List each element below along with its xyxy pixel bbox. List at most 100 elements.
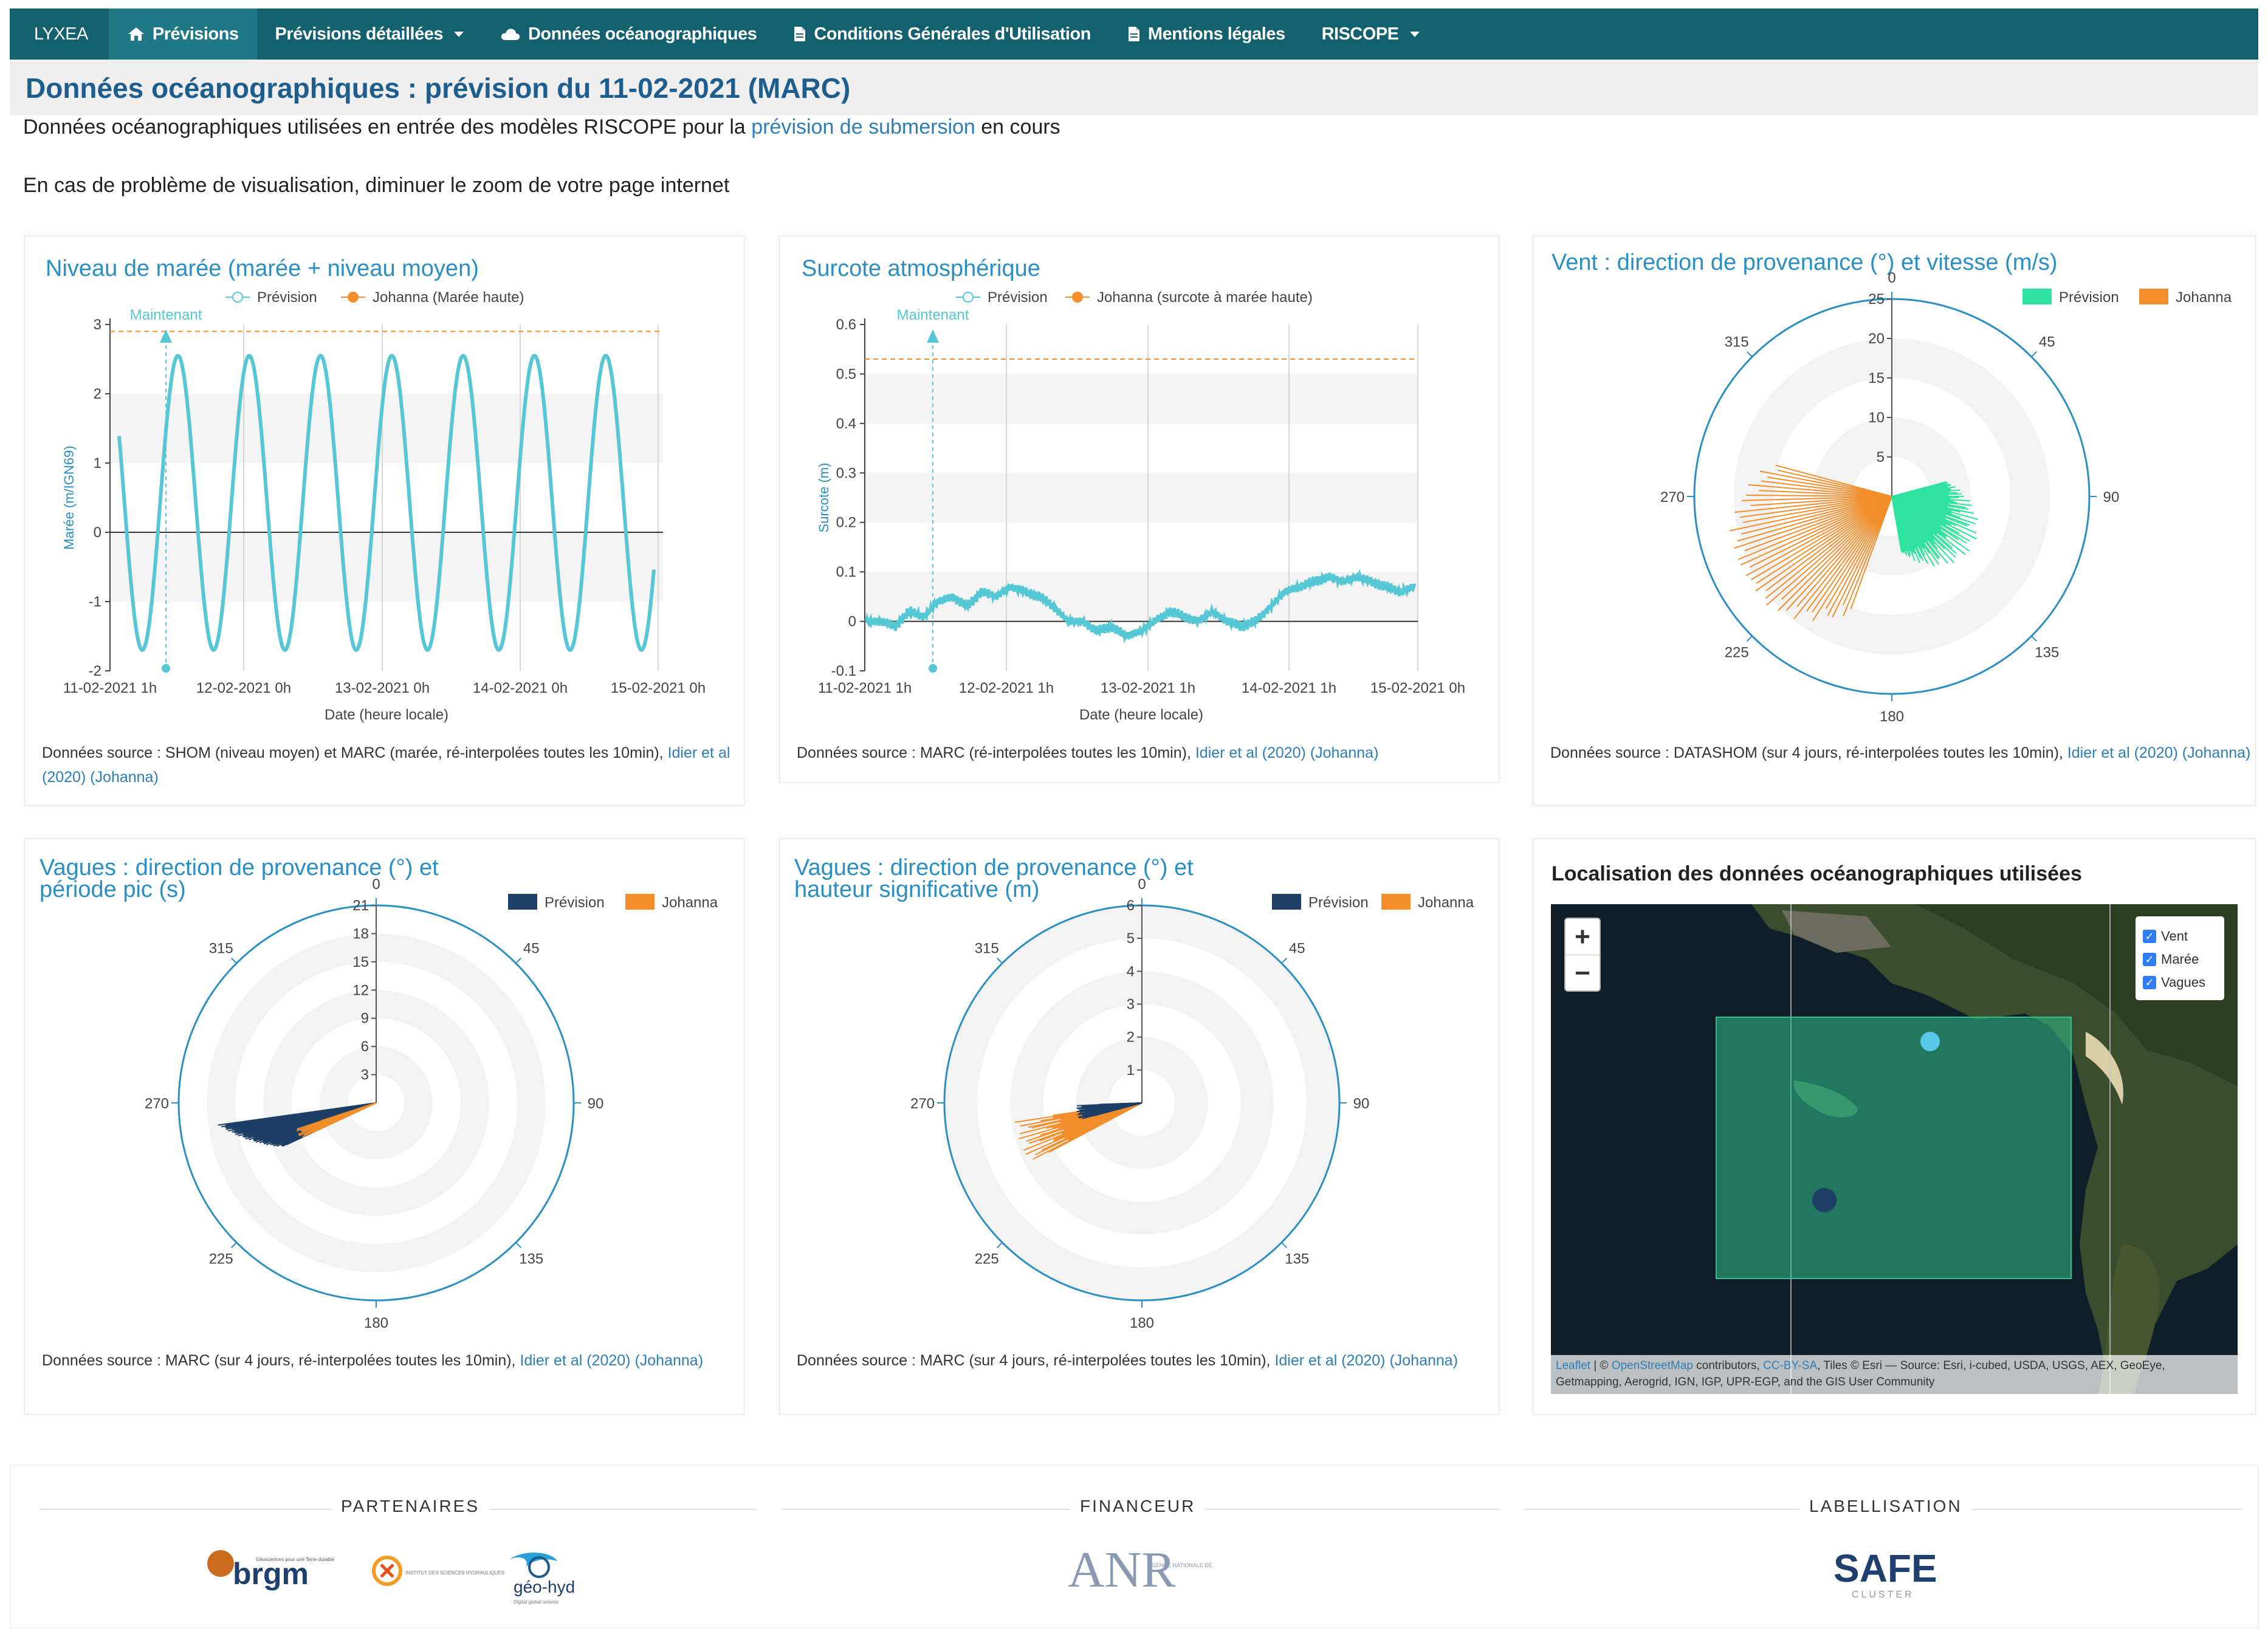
urban-area [1782,910,1891,953]
wind-johanna-legend-swatch [2139,289,2168,304]
partner-logos: brgm Géosciences pour une Terre durable … [207,1550,575,1605]
wind-johanna-ray [1756,496,1892,584]
osm-link[interactable]: OpenStreetMap [1611,1359,1693,1372]
wh-angle-label: 90 [1353,1096,1370,1112]
wh-angle-label: 135 [1285,1251,1309,1267]
surge-prev-legend-symbol [963,292,974,303]
zoom-note: En cas de problème de visualisation, dim… [23,174,730,197]
surge-now-arrow [927,329,939,343]
wp-forecast-ray [218,1102,377,1126]
surge-chart: 11-02-2021 1h 12-02-2021 1h 13-02-2021 1h 1… [816,289,1465,723]
surge-source-link[interactable]: Idier et al (2020) (Johanna) [1195,744,1379,761]
wind-johanna-ray [1734,496,1892,513]
institute-logo[interactable]: INSTITUT DES SCIENCES HYDRAULIQUES [372,1556,504,1586]
wind-johanna-ray [1825,496,1892,609]
nav-previsions-detaillees[interactable]: Prévisions détaillées [257,9,482,60]
tide-y-axis-label: Marée (m/IGN69) [61,445,77,549]
wh-radial-tick-label: 5 [1127,930,1135,947]
surge-source-text: Données source : MARC (ré-interpolées to… [797,744,1195,761]
nav-previsions-detaillees-label: Prévisions détaillées [275,24,444,44]
layer-control: ✓ Vent ✓ Marée ✓ Vagues [2136,916,2224,1000]
wave-height-source: Données source : MARC (sur 4 jours, ré-i… [797,1348,1502,1373]
wind-johanna-ray [1827,496,1892,616]
nav-mentions-legales[interactable]: Mentions légales [1109,9,1304,60]
prevision-submersion-link[interactable]: prévision de submersion [751,115,975,139]
wind-johanna-ray [1742,496,1892,501]
geo-hyd-logo-text: géo-hyd [514,1577,575,1596]
wind-johanna-ray [1741,496,1892,535]
wind-angle-tick [1746,636,1753,642]
surge-grid-band [865,374,1418,424]
tide-now-arrow [160,329,172,343]
geo-hyd-logo[interactable]: géo-hyd Digital global seismic [509,1553,575,1605]
wind-johanna-ray [1842,496,1892,606]
intro-after: en cours [975,115,1060,139]
nav-donnees-oceanographiques[interactable]: Données océanographiques [482,9,775,60]
brgm-logo[interactable]: brgm Géosciences pour une Terre durable [207,1550,335,1591]
wind-johanna-ray [1745,495,1892,497]
wind-source-link[interactable]: Idier et al (2020) (Johanna) [2067,744,2251,761]
tide-source-link[interactable]: Idier et al (2020) (Johanna) [42,744,730,786]
surge-prev-legend-label: Prévision [988,289,1048,306]
map-zoom-control: + − [1564,918,1601,992]
brgm-logo-text: brgm [233,1557,309,1591]
wp-radial-tick-label: 21 [352,897,369,914]
map-attribution: Leaflet | © OpenStreetMap contributors, … [1551,1355,2238,1394]
layer-vagues-label: Vagues [2161,975,2205,990]
nav-cgu[interactable]: Conditions Générales d'Utilisation [775,9,1109,60]
surge-y-tick-label: 0 [848,614,856,630]
wh-radial-tick-label: 3 [1127,997,1135,1013]
tide-prev-legend-label: Prévision [257,289,317,306]
wave-period-title-1: Vagues : direction de provenance (°) et [40,855,439,880]
tide-chart: 11-02-2021 1h 12-02-2021 0h 13-02-2021 0h 1… [61,289,706,723]
nav-riscope[interactable]: RISCOPE [1304,9,1438,60]
wave-period-source-link[interactable]: Idier et al (2020) (Johanna) [520,1352,704,1369]
wp-prev-legend-swatch [508,894,537,910]
wave-point-marker[interactable] [1812,1188,1837,1212]
home-icon [128,27,144,41]
wp-angle-label: 45 [523,941,540,957]
zoom-in-button[interactable]: + [1565,919,1600,955]
wind-johanna-ray [1742,496,1892,523]
document-icon [794,27,806,41]
wind-angle-tick [1746,351,1753,357]
layer-vent[interactable]: ✓ Vent [2143,925,2217,948]
brand-logo[interactable]: LYXEA [34,24,88,44]
checkbox-checked-icon[interactable]: ✓ [2143,930,2156,943]
anr-logo[interactable]: ANR AGENCE NATIONALE DE LA RECHERCHE [1056,1526,1214,1605]
nav-previsions[interactable]: Prévisions [108,9,257,60]
cc-by-sa-link[interactable]: CC-BY-SA [1763,1359,1818,1372]
wh-radial-tick-label: 2 [1127,1029,1135,1046]
labellisation-label: LABELLISATION [1799,1497,1972,1516]
wave-height-source-link[interactable]: Idier et al (2020) (Johanna) [1274,1352,1459,1369]
tide-point-marker[interactable] [1920,1032,1940,1051]
wind-radial-tick-label: 25 [1868,291,1885,307]
zoom-out-button[interactable]: − [1575,958,1590,988]
layer-vagues[interactable]: ✓ Vagues [2143,971,2217,994]
location-map[interactable]: + − ✓ Vent ✓ Marée ✓ Vagues Leaflet | © Ope… [1551,904,2238,1394]
tide-y-tick-label: -1 [89,594,101,610]
checkbox-checked-icon[interactable]: ✓ [2143,953,2156,966]
safe-cluster-logo[interactable]: SAFE CLUSTER [1809,1532,1949,1611]
wh-angle-label: 225 [975,1251,999,1267]
wind-johanna-ray [1737,496,1892,542]
wind-johanna-ray [1766,496,1892,606]
wind-johanna-ray [1744,496,1892,552]
wind-source-text: Données source : DATASHOM (sur 4 jours, … [1550,744,2067,761]
layer-maree[interactable]: ✓ Marée [2143,948,2217,971]
surge-x-tick-label: 11-02-2021 1h [818,680,912,696]
wp-radial-tick-label: 6 [361,1038,369,1055]
data-zone-rectangle[interactable] [1716,1017,2072,1279]
checkbox-checked-icon[interactable]: ✓ [2143,976,2156,989]
leaflet-link[interactable]: Leaflet [1556,1359,1591,1372]
tide-prev-legend-symbol [232,292,243,303]
tide-x-tick-label: 11-02-2021 1h [63,680,157,696]
tide-now-dot [162,664,170,673]
wp-angle-label: 270 [145,1096,169,1112]
surge-x-axis-label: Date (heure locale) [1079,707,1203,723]
wave-period-chart: 3 6 9 12 15 18 210 45 90 135 180 225 270 315 Prévision… [145,876,718,1331]
wind-johanna-ray [1812,496,1892,613]
wind-johanna-ray [1734,496,1892,549]
wp-angle-label: 180 [364,1315,388,1331]
surge-y-tick-label: 0.3 [836,465,856,481]
